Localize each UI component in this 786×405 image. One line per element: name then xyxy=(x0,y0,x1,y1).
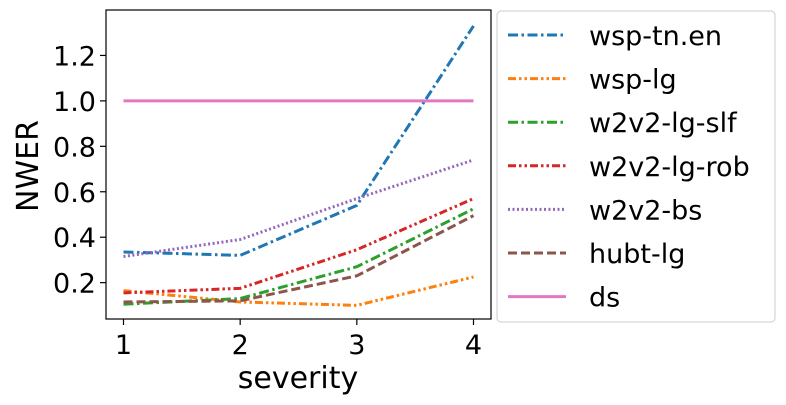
y-axis: 0.2 0.4 0.6 0.8 1.0 1.2 xyxy=(53,41,106,300)
series-line-w2v2-lg-rob xyxy=(123,197,475,295)
y-axis-label: NWER xyxy=(11,120,46,212)
x-axis-label: severity xyxy=(238,361,358,396)
legend-label-ds: ds xyxy=(589,283,620,314)
x-tick-label: 1 xyxy=(115,330,132,361)
legend-label-wsp-lg: wsp-lg xyxy=(589,65,677,96)
legend-box xyxy=(496,10,776,323)
legend-entries: wsp-tn.en wsp-lg w2v2-lg-slf w2v2-lg-rob w2v… xyxy=(508,21,750,314)
y-tick-label: 0.8 xyxy=(53,132,96,163)
series-line-w2v2-bs xyxy=(123,158,474,259)
y-tick-label: 0.4 xyxy=(53,223,96,254)
plot-area xyxy=(106,10,491,319)
legend: wsp-tn.en wsp-lg w2v2-lg-slf w2v2-lg-rob w2v… xyxy=(496,10,776,323)
series-layer xyxy=(123,25,475,307)
series-line-hubt-lg xyxy=(123,214,475,304)
x-tick-label: 3 xyxy=(348,330,365,361)
x-tick-label: 4 xyxy=(465,330,482,361)
series-line-wsp-tn-en xyxy=(123,25,475,257)
series-line-w2v2-lg-slf xyxy=(123,207,475,306)
x-axis: 1 2 3 4 xyxy=(115,319,482,361)
y-tick-label: 1.2 xyxy=(53,41,96,72)
legend-label-w2v2-bs: w2v2-bs xyxy=(589,195,702,226)
y-tick-label: 1.0 xyxy=(53,87,96,118)
legend-label-w2v2-lg-rob: w2v2-lg-rob xyxy=(589,152,750,183)
legend-label-hubt-lg: hubt-lg xyxy=(589,239,685,270)
legend-label-w2v2-lg-slf: w2v2-lg-slf xyxy=(589,108,738,139)
legend-label-wsp-tn-en: wsp-tn.en xyxy=(589,21,722,52)
y-tick-label: 0.6 xyxy=(53,178,96,209)
x-tick-label: 2 xyxy=(232,330,249,361)
series-line-wsp-lg xyxy=(123,275,474,307)
y-tick-label: 0.2 xyxy=(53,269,96,300)
plot-frame xyxy=(105,9,492,320)
